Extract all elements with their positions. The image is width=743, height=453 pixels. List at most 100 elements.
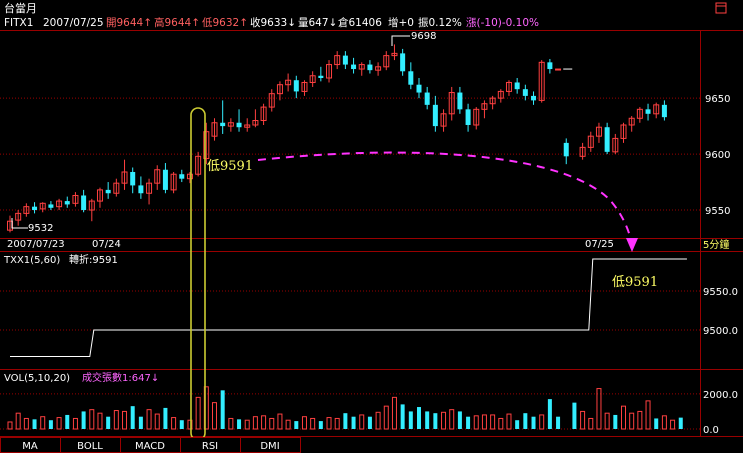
interval-label[interactable]: 5分鐘: [703, 238, 729, 251]
volume-bar: [318, 421, 323, 429]
volume-bar: [23, 417, 29, 430]
candle: [309, 71, 316, 87]
candle: [342, 51, 348, 70]
candle: [645, 103, 651, 121]
turn-panel-title: TXX1(5,60): [3, 255, 60, 266]
candle: [620, 122, 627, 143]
candle: [105, 182, 111, 199]
high-marker: 9698: [391, 31, 436, 46]
candle: [56, 198, 63, 211]
volume-bar: [65, 414, 70, 429]
volume-bar: [539, 414, 545, 430]
candle: [522, 84, 528, 101]
candle: [15, 210, 22, 226]
annotation-arrow: [257, 151, 632, 241]
candle: [72, 192, 79, 207]
volume-bar: [433, 413, 438, 429]
candle: [497, 89, 504, 103]
candle: [628, 116, 635, 132]
candle: [203, 122, 210, 165]
candle: [612, 133, 619, 155]
turn-tick-label: 9500.0: [703, 326, 738, 337]
volume-bar: [237, 419, 242, 429]
candle: [88, 198, 95, 222]
candle: [514, 77, 520, 94]
volume-bar: [15, 412, 21, 430]
volume-bar: [457, 411, 462, 429]
tab-rsi[interactable]: RSI: [180, 437, 241, 453]
volume-series: [7, 386, 683, 430]
volume-bar: [572, 402, 577, 429]
candlestick-series: [7, 44, 667, 233]
low-marker-label: 9532: [28, 223, 53, 234]
volume-bar: [613, 414, 618, 429]
turn-tick-label: 9550.0: [703, 287, 738, 298]
volume-bar: [106, 416, 111, 429]
volume-bar: [629, 412, 635, 430]
candle: [276, 81, 283, 101]
volume-bar: [187, 419, 193, 430]
quote-amplitude: 振0.12%: [418, 16, 462, 29]
candle: [489, 95, 496, 110]
candle: [64, 196, 70, 208]
quote-oi-change: 增+0: [388, 16, 414, 29]
turn-panel-subtitle: 轉折:9591: [69, 253, 118, 266]
volume-bar: [383, 405, 389, 430]
volume-bar: [195, 396, 201, 430]
volume-bar: [351, 416, 356, 429]
volume-bar: [417, 407, 421, 429]
volume-bar: [244, 419, 250, 430]
volume-bar: [661, 415, 667, 430]
date-axis: 2007/07/23 07/24 07/25 5分鐘: [7, 238, 729, 251]
candle: [252, 109, 259, 128]
low-annotation: 低9591: [207, 159, 253, 174]
tab-ma[interactable]: MA: [0, 437, 61, 453]
candle: [505, 80, 512, 96]
volume-bar: [637, 410, 643, 430]
candle: [595, 122, 602, 143]
candle: [130, 167, 136, 194]
candle: [400, 48, 406, 76]
candle: [538, 60, 545, 103]
candle: [440, 109, 447, 132]
volume-bar: [72, 417, 78, 430]
volume-bar: [375, 411, 381, 430]
candle: [334, 51, 341, 70]
quote-bar: FITX1 2007/07/25 開9644↑ 高9644↑ 低9632↑ 收9…: [4, 16, 539, 29]
low-marker: 9532: [11, 218, 53, 234]
tab-macd[interactable]: MACD: [120, 437, 181, 453]
candle: [424, 86, 430, 110]
indicator-tabs: MA BOLL MACD RSI DMI: [0, 437, 301, 453]
restore-window-button[interactable]: [715, 2, 727, 14]
candle: [661, 100, 667, 121]
volume-bar: [391, 396, 397, 430]
volume-bar: [515, 420, 520, 429]
price-tick-label: 9600: [705, 150, 730, 161]
tab-label: RSI: [202, 441, 218, 452]
volume-tick-label: 2000.0: [703, 390, 738, 401]
candle: [138, 176, 144, 199]
candle: [457, 86, 463, 114]
candle: [211, 118, 218, 141]
volume-bar: [228, 417, 234, 430]
candle: [432, 95, 438, 132]
volume-axis: 0.0 2000.0: [703, 390, 738, 436]
window-title: 台當月: [4, 1, 37, 15]
candle: [285, 73, 292, 92]
volume-bar: [310, 417, 316, 430]
tab-label: BOLL: [77, 441, 103, 452]
volume-bar: [212, 402, 217, 430]
candle: [579, 142, 586, 160]
candle: [653, 102, 660, 119]
volume-bar: [252, 416, 258, 430]
arrow-head-icon: [626, 238, 638, 252]
volume-bar: [7, 421, 13, 430]
candle: [146, 178, 153, 205]
tab-dmi[interactable]: DMI: [240, 437, 301, 453]
volume-bar: [122, 410, 128, 430]
candle: [301, 80, 308, 96]
volume-bar: [97, 412, 103, 430]
tab-boll[interactable]: BOLL: [60, 437, 121, 453]
volume-bar: [343, 413, 348, 429]
